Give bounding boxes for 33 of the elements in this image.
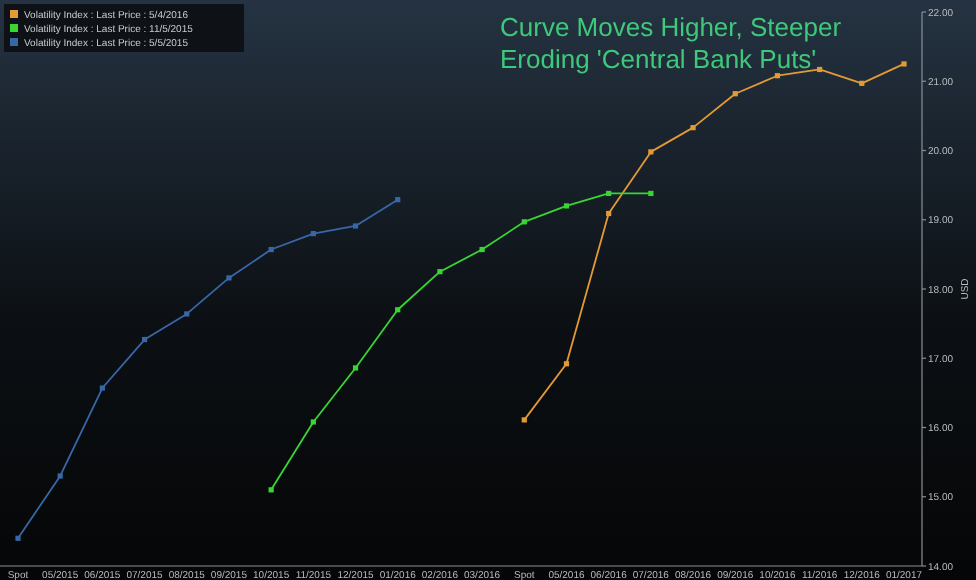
point — [226, 275, 232, 281]
text: Curve Moves Higher, Steeper Eroding 'Central Bank Puts' — [500, 12, 843, 74]
point — [606, 190, 612, 197]
point — [437, 269, 443, 275]
point — [184, 311, 190, 317]
point — [606, 210, 612, 217]
point — [648, 190, 654, 197]
point — [310, 231, 316, 237]
point — [57, 473, 63, 479]
point — [268, 487, 274, 493]
point — [99, 385, 105, 391]
point — [563, 361, 570, 367]
point — [521, 219, 527, 225]
point — [15, 535, 21, 541]
line-series — [15, 197, 401, 541]
point — [859, 80, 865, 86]
point — [352, 223, 359, 229]
point — [352, 365, 359, 371]
point — [310, 419, 316, 425]
point — [395, 197, 401, 203]
point — [648, 149, 654, 155]
point — [563, 203, 570, 209]
point — [395, 307, 401, 313]
point — [479, 246, 485, 253]
line-series — [268, 190, 654, 493]
point — [732, 91, 738, 97]
point — [268, 246, 274, 253]
point — [690, 125, 696, 131]
point — [521, 417, 527, 423]
point — [774, 73, 781, 79]
point — [901, 61, 907, 67]
point — [141, 336, 148, 343]
point — [817, 66, 823, 73]
